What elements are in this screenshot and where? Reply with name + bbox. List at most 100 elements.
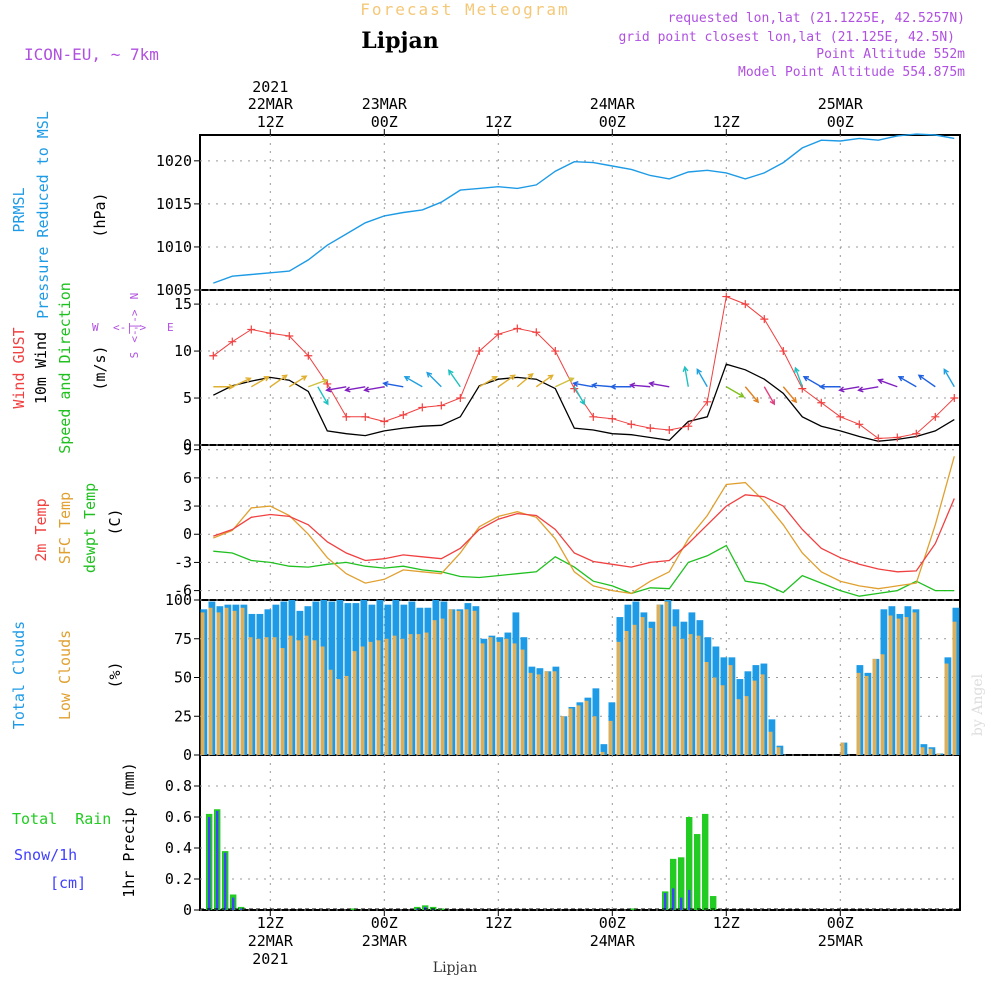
rain-bar	[678, 857, 685, 910]
low-clouds-bar	[888, 615, 893, 755]
wind-gust-marker	[722, 292, 731, 301]
wind-gust-marker	[703, 397, 712, 406]
top-time-label: 00Z	[827, 113, 854, 131]
wind-gust-marker	[342, 412, 351, 421]
top-time-label: 12Z	[485, 113, 512, 131]
pressure-ytick-label: 1020	[156, 152, 192, 170]
product-title: Forecast Meteogram	[360, 0, 569, 19]
footer-location: Lipjan	[433, 960, 477, 976]
wind-direction-arrow	[877, 378, 898, 388]
wind-gust-marker	[779, 347, 788, 356]
low-clouds-bar	[872, 658, 877, 755]
pressure-unit: (hPa)	[91, 192, 109, 237]
wind-gust-marker	[513, 324, 522, 333]
wind-direction-arrow	[516, 372, 534, 388]
wind-gust-marker	[608, 414, 617, 423]
wind-gust-marker	[931, 412, 940, 421]
wind-gust-marker	[684, 422, 693, 431]
low-clouds-bar	[224, 607, 229, 755]
temp-unit: (C)	[106, 508, 124, 535]
low-clouds-bar	[296, 640, 301, 755]
clouds-ytick-label: 75	[174, 630, 192, 648]
low-clouds-bar	[464, 609, 469, 755]
wind-direction-arrow	[744, 386, 760, 404]
y-axes: 1005101010151020051015-6-303690255075100…	[156, 152, 200, 919]
wind-direction-arrow	[943, 368, 955, 388]
wind-gust-marker	[570, 384, 579, 393]
wind-gust-marker	[912, 429, 921, 438]
low-clouds-bar	[560, 716, 565, 755]
wind-direction-arrow	[628, 382, 651, 389]
clouds-ytick-label: 25	[174, 707, 192, 725]
bottom-time-label: 22MAR	[248, 932, 294, 950]
clouds-titles: Total Clouds Low Clouds (%)	[10, 621, 124, 729]
low-clouds-bar	[600, 751, 605, 755]
wind-dir-title: Speed and Direction	[56, 282, 74, 454]
bottom-time-label: 25MAR	[818, 932, 864, 950]
low-clouds-bar	[696, 635, 701, 755]
wind-direction-arrow	[382, 381, 404, 388]
low-clouds-bar	[352, 651, 357, 755]
low-clouds-bar	[576, 705, 581, 755]
precip-ytick-label: 0.8	[165, 777, 192, 795]
low-clouds-bar	[240, 607, 245, 755]
wind-direction-arrow	[609, 383, 632, 390]
wind-direction-arrow	[838, 386, 860, 393]
low-clouds-bar	[336, 679, 341, 755]
low-clouds-bar	[712, 677, 717, 755]
top-time-label: 25MAR	[818, 95, 864, 113]
pressure-title-full: Pressure Reduced to MSL	[34, 111, 52, 319]
wind-direction-arrow	[317, 386, 329, 406]
point-altitude: Point Altitude 552m	[816, 47, 965, 62]
low-clouds-bar	[200, 612, 205, 755]
wind-series	[209, 292, 959, 443]
wind-direction-arrow	[344, 386, 366, 393]
low-clouds-bar	[736, 699, 741, 755]
wind-gust-title: Wind GUST	[10, 327, 28, 408]
wind-gust-marker	[475, 347, 484, 356]
bottom-time-label: 12Z	[257, 914, 284, 932]
low-clouds-bar	[288, 635, 293, 755]
low-clouds-bar	[856, 672, 861, 755]
top-time-label: 00Z	[599, 113, 626, 131]
temp-titles: 2m Temp SFC Temp dewpt Temp (C)	[32, 483, 124, 573]
temp-dew-title: dewpt Temp	[81, 483, 99, 573]
wind-gust-marker	[361, 412, 370, 421]
low-clouds-bar	[536, 674, 541, 755]
low-clouds-bar	[248, 637, 253, 755]
wind-direction-arrow	[573, 386, 586, 406]
wind-direction-arrow	[232, 377, 252, 388]
low-clouds-bar	[448, 609, 453, 755]
wind-gust-marker	[399, 410, 408, 419]
total-clouds-bar	[336, 600, 344, 755]
low-clouds-bar	[392, 635, 397, 755]
compass-vert-arrows: <-|->	[128, 309, 141, 342]
clouds-unit: (%)	[106, 661, 124, 688]
wind-direction-arrow	[213, 383, 235, 390]
wind-gust-marker	[304, 351, 313, 360]
low-clouds-bar	[280, 648, 285, 755]
wind-gust-marker	[228, 337, 237, 346]
low-clouds-bar	[344, 675, 349, 755]
clouds-ytick-label: 100	[165, 591, 192, 609]
wind-gust-marker	[741, 300, 750, 309]
wind-direction-arrow	[917, 374, 936, 388]
model-label: ICON-EU, ~ 7km	[24, 45, 159, 64]
compass-w: W	[92, 321, 99, 334]
wind-gust-marker	[323, 379, 332, 388]
snow-bar	[424, 906, 427, 910]
wind-gust-marker	[627, 420, 636, 429]
low-clouds-bar	[368, 641, 373, 755]
wind-gust-marker	[266, 329, 275, 338]
wind-direction-arrow	[426, 371, 442, 388]
precip-series	[200, 809, 960, 910]
wind-gust-marker	[950, 394, 959, 403]
wind-direction-arrow	[590, 382, 613, 389]
low-clouds-bar	[728, 665, 733, 755]
wind-direction-arrow	[682, 365, 689, 387]
wind-unit: (m/s)	[91, 345, 109, 390]
pressure-ytick-label: 1010	[156, 238, 192, 256]
rain-bar	[702, 813, 709, 910]
pressure-titles: PRMSL Pressure Reduced to MSL (hPa)	[10, 111, 109, 319]
